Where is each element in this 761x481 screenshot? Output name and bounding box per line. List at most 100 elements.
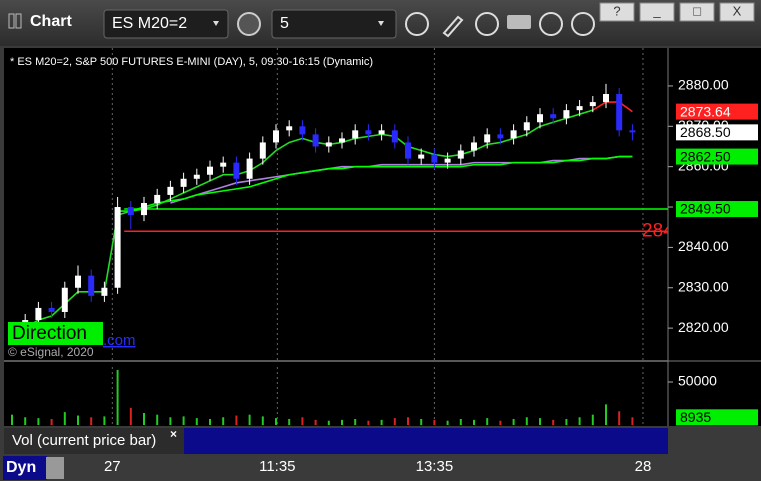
- candle-body: [233, 162, 240, 179]
- candle-body: [127, 207, 134, 216]
- candle-body: [61, 287, 68, 312]
- interval-text: 5: [280, 15, 289, 32]
- price-pane: [4, 48, 668, 360]
- candle-body: [378, 130, 385, 135]
- window-control[interactable]: [599, 2, 635, 22]
- candle-body: [603, 94, 609, 103]
- price-label: 2849.50: [680, 201, 731, 217]
- mode-box[interactable]: [3, 456, 47, 480]
- candle-body: [207, 166, 213, 175]
- candle-body: [141, 202, 147, 216]
- candle-body: [365, 130, 372, 135]
- candle-body: [444, 158, 451, 163]
- volume-title: Vol (current price bar): [12, 432, 156, 449]
- y-tick-label: 2820.00: [678, 319, 729, 335]
- candle-body: [616, 94, 623, 131]
- candle-body: [325, 142, 332, 147]
- window-control[interactable]: [719, 2, 755, 22]
- window-control-label: □: [693, 3, 701, 18]
- candle-body: [273, 130, 279, 143]
- mode-icon[interactable]: [46, 457, 64, 479]
- candle-body: [405, 142, 411, 159]
- candle-body: [431, 154, 438, 163]
- candle-body: [457, 150, 464, 159]
- price-label-box: [676, 103, 758, 120]
- y-tick-label: 50000: [678, 373, 717, 389]
- watermark: Direction: [12, 323, 87, 344]
- draw-button[interactable]: [442, 15, 464, 38]
- study-button[interactable]: [475, 12, 499, 36]
- candle-body: [114, 207, 121, 288]
- x-tick-label: 11:35: [259, 458, 295, 475]
- level-label: 2844: [642, 220, 685, 241]
- y-tick-label: 2840.00: [678, 238, 729, 254]
- price-label: 2868.50: [680, 124, 731, 140]
- symbol-text: ES M20=2: [112, 15, 187, 32]
- candle-body: [167, 186, 174, 195]
- alert-button[interactable]: [571, 12, 595, 36]
- price-label-box: [676, 201, 758, 218]
- overlay-line: [592, 101, 633, 113]
- candle-body: [220, 162, 227, 167]
- app-icon: [15, 13, 22, 29]
- window-control[interactable]: [639, 2, 675, 22]
- candle-body: [523, 122, 530, 131]
- get-button[interactable]: [507, 15, 531, 29]
- volume-pane: [4, 362, 668, 426]
- candle-body: [484, 134, 491, 143]
- x-tick-label: 27: [104, 458, 121, 475]
- price-label: 2862.50: [680, 148, 731, 164]
- candle-body: [497, 134, 504, 139]
- candle-body: [576, 106, 583, 111]
- close-volume[interactable]: ×: [170, 427, 177, 441]
- x-tick-label: 13:35: [416, 458, 454, 475]
- candle-body: [312, 134, 319, 147]
- window-control[interactable]: [679, 2, 715, 22]
- window-control-label: X: [733, 3, 742, 18]
- candle-body: [75, 275, 81, 288]
- candle-body: [180, 178, 187, 187]
- watermark-box: [8, 322, 103, 345]
- symbol-input[interactable]: [103, 9, 229, 39]
- candle-body: [550, 114, 557, 119]
- candle-body: [563, 110, 570, 119]
- watermark-link[interactable]: .com: [103, 332, 136, 349]
- copyright: © eSignal, 2020: [8, 345, 94, 359]
- chart-header: * ES M20=2, S&P 500 FUTURES E-MINI (DAY)…: [10, 56, 373, 68]
- interval-input[interactable]: [271, 9, 397, 39]
- candle-body: [193, 174, 200, 179]
- volume-strip: [184, 428, 668, 454]
- candle-body: [510, 130, 517, 139]
- candle-body: [299, 126, 306, 135]
- y-tick-label: 2880.00: [678, 77, 729, 93]
- price-label: 2873.64: [680, 103, 731, 119]
- candle-body: [339, 138, 345, 143]
- candle-body: [154, 194, 161, 203]
- dropdown-arrow: [378, 21, 384, 26]
- price-label-box: [676, 148, 758, 165]
- volume-current-label: 8935: [680, 409, 711, 425]
- overlay-line: [170, 155, 633, 204]
- dropdown-arrow: [213, 21, 219, 26]
- candle-body: [391, 130, 398, 143]
- window-control-label: _: [652, 3, 661, 18]
- candle-body: [352, 130, 359, 139]
- window-control-label: ?: [613, 3, 620, 18]
- volume-current-box: [676, 409, 758, 426]
- overlay-line: [117, 155, 633, 212]
- play-button[interactable]: [539, 12, 563, 36]
- candle-body: [589, 102, 596, 107]
- candle-body: [101, 287, 108, 296]
- candle-body: [35, 307, 42, 321]
- settings-button[interactable]: [237, 12, 261, 36]
- candle-body: [88, 275, 95, 296]
- app-icon: [8, 13, 15, 29]
- y-tick-label: 2830.00: [678, 278, 729, 294]
- mode-label: Dyn: [6, 459, 36, 476]
- candle-body: [259, 142, 266, 159]
- candle-body: [471, 142, 477, 151]
- time-button[interactable]: [405, 12, 429, 36]
- x-tick-label: 28: [635, 458, 652, 475]
- candle-body: [418, 154, 425, 159]
